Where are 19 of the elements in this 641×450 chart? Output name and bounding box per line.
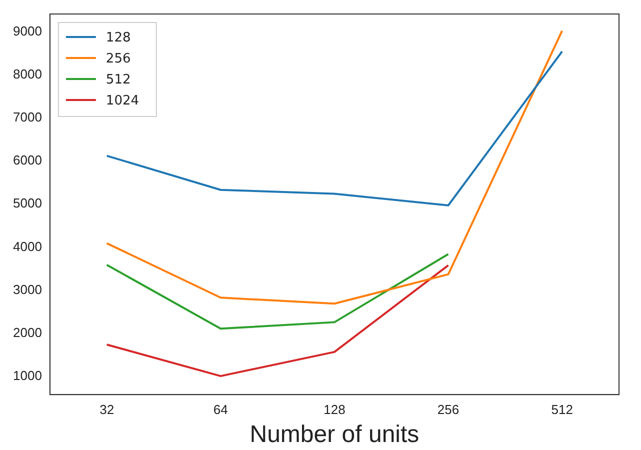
legend-label: 512 [106, 72, 131, 88]
y-tick-label: 3000 [13, 282, 42, 297]
x-tick-label: 512 [551, 402, 573, 417]
legend-label: 256 [106, 51, 131, 66]
y-tick-label: 2000 [13, 324, 42, 340]
y-tick-label: 7000 [13, 109, 42, 124]
y-tick-label: 4000 [13, 238, 42, 254]
y-tick-label: 6000 [13, 152, 42, 168]
x-tick-label: 256 [437, 402, 460, 417]
x-tick-label: 32 [100, 402, 114, 417]
x-tick-label: 64 [213, 402, 228, 417]
y-tick-label: 9000 [13, 23, 42, 38]
x-tick-label: 128 [324, 402, 346, 417]
y-tick-label: 8000 [13, 66, 42, 82]
y-tick-label: 1000 [13, 368, 42, 384]
legend-label: 1024 [106, 93, 140, 108]
x-axis-title: Number of units [250, 421, 420, 448]
y-tick-label: 5000 [13, 196, 42, 211]
legend-label: 128 [106, 30, 131, 46]
